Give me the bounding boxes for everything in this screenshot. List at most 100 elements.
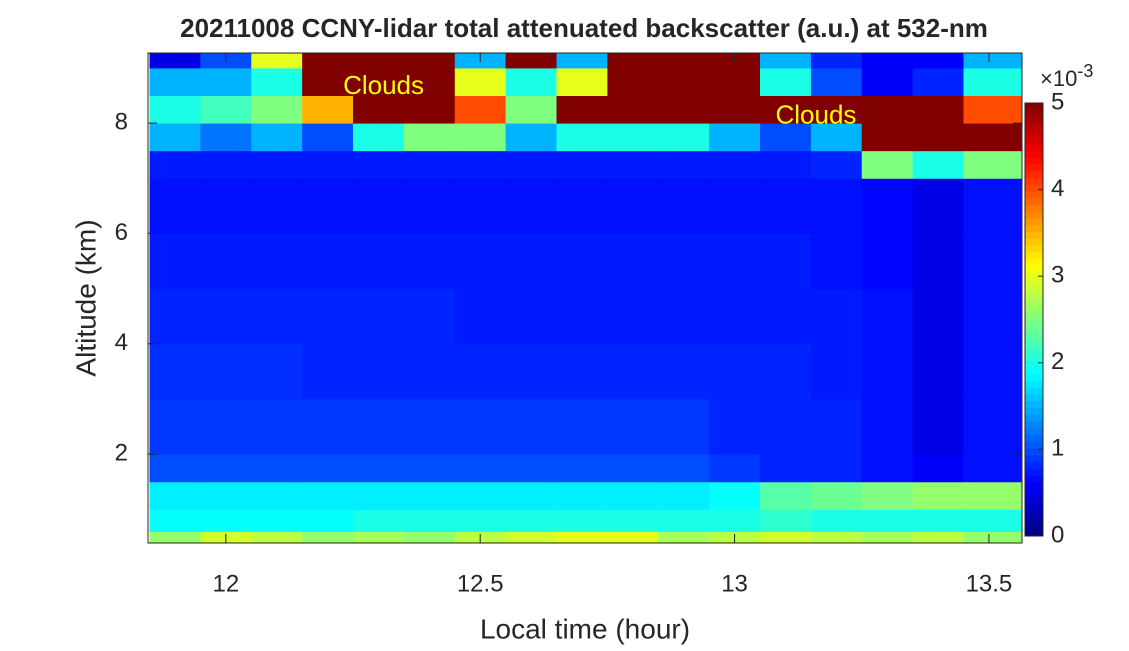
heatmap-cell [607, 343, 659, 400]
heatmap-cell [149, 67, 201, 96]
heatmap-cell [149, 95, 201, 124]
colorbar-swatch [1025, 116, 1043, 124]
colorbar-swatch [1025, 163, 1043, 172]
heatmap-cell [556, 150, 608, 179]
heatmap-cell [505, 288, 558, 345]
colorbar-swatch [1025, 508, 1043, 517]
colorbar-swatch [1025, 292, 1043, 300]
heatmap-cell [403, 123, 456, 152]
heatmap-cell [912, 509, 964, 532]
heatmap-cell [607, 150, 659, 179]
heatmap-cell [149, 531, 201, 544]
heatmap-cell [353, 67, 405, 96]
colorbar-swatch [1025, 515, 1043, 523]
heatmap-cell [403, 343, 456, 400]
heatmap-cell [607, 531, 659, 544]
colorbar-swatch [1025, 380, 1043, 388]
heatmap-cell [658, 481, 710, 510]
heatmap-cell [149, 288, 201, 345]
heatmap-cell [658, 509, 710, 532]
heatmap-cell [200, 233, 252, 290]
annotation: Clouds [343, 70, 424, 100]
heatmap-cell [454, 150, 507, 179]
heatmap-cell [302, 343, 354, 400]
heatmap-cell [302, 95, 354, 124]
heatmap-cell [454, 95, 507, 124]
heatmap-cell [556, 531, 608, 544]
colorbar-swatch [1025, 197, 1043, 205]
colorbar-swatch [1025, 420, 1043, 429]
heatmap-cell [505, 481, 558, 510]
heatmap-cell [709, 288, 761, 345]
heatmap-cell [353, 123, 405, 152]
heatmap-cell [251, 398, 303, 455]
heatmap-cell [403, 398, 456, 455]
colorbar-swatch [1025, 333, 1043, 341]
heatmap-cell [353, 178, 405, 234]
heatmap-cell [760, 454, 812, 483]
heatmap-cell [505, 531, 558, 544]
heatmap-cell [454, 123, 507, 152]
heatmap-cell [251, 53, 303, 69]
colorbar-swatch [1025, 305, 1043, 314]
heatmap-cell [963, 178, 1023, 234]
colorbar-swatch [1025, 441, 1043, 449]
heatmap-cell [963, 509, 1023, 532]
heatmap-cell [912, 398, 964, 455]
heatmap-cell [861, 454, 914, 483]
heatmap-cell [302, 398, 354, 455]
heatmap-cell [963, 233, 1023, 290]
heatmap-cell [200, 67, 252, 96]
colorbar-frame [1024, 102, 1044, 537]
heatmap-cell [200, 288, 252, 345]
heatmap-cell [200, 95, 252, 124]
colorbar-swatch [1025, 143, 1043, 151]
annotation: Clouds [775, 99, 856, 129]
heatmap-cell [760, 288, 812, 345]
heatmap-cell [353, 95, 405, 124]
heatmap-cell [149, 343, 201, 400]
x-tick-label: 13.5 [966, 570, 1013, 597]
heatmap-cell [709, 398, 761, 455]
multiplier-exponent: -3 [1077, 61, 1093, 81]
heatmap-cell [200, 150, 252, 179]
heatmap-cell [353, 233, 405, 290]
heatmap-cell [251, 288, 303, 345]
colorbar-swatch [1025, 204, 1043, 212]
heatmap-cell [403, 509, 456, 532]
colorbar-swatch [1025, 265, 1043, 273]
colorbar-swatch [1025, 434, 1043, 442]
heatmap-cell [505, 67, 558, 96]
colorbar-swatch [1025, 184, 1043, 192]
heatmap-cell [149, 509, 201, 532]
heatmap-cell [505, 233, 558, 290]
heatmap-cell [149, 178, 201, 234]
heatmap-cell [251, 233, 303, 290]
heatmap-cell [861, 509, 914, 532]
colorbar-swatch [1025, 495, 1043, 503]
heatmap-cell [658, 178, 710, 234]
heatmap-cell [861, 53, 914, 69]
heatmap-cell [403, 150, 456, 179]
heatmap-cell [505, 509, 558, 532]
heatmap-cell [760, 123, 812, 152]
heatmap-cell [556, 123, 608, 152]
heatmap-cell [963, 123, 1023, 152]
colorbar-swatch [1025, 278, 1043, 287]
heatmap-cell [709, 343, 761, 400]
heatmap-cell [403, 454, 456, 483]
heatmap-cell [861, 67, 914, 96]
heatmap-cell [556, 343, 608, 400]
heatmap-cell [251, 343, 303, 400]
heatmap-cell [912, 178, 964, 234]
y-tick-label: 6 [115, 219, 128, 246]
colorbar-tick-label: 4 [1051, 175, 1064, 202]
heatmap-cell [556, 288, 608, 345]
heatmap-cell [861, 150, 914, 179]
heatmap-cell [505, 123, 558, 152]
heatmap-cell [607, 398, 659, 455]
heatmap-cell [149, 481, 201, 510]
heatmap-cell [353, 398, 405, 455]
heatmap-cell [454, 343, 507, 400]
colorbar-swatch [1025, 454, 1043, 463]
